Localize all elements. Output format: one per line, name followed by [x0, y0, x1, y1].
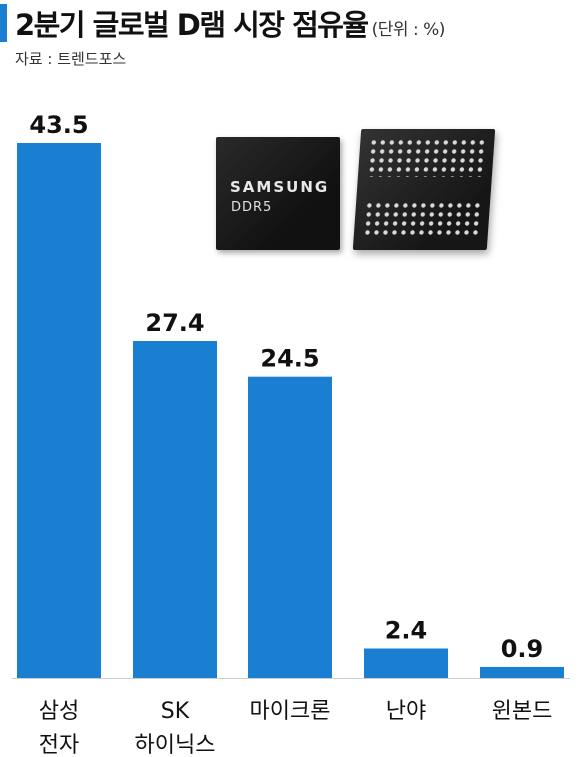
bar: [133, 341, 217, 678]
category-label: 전자: [39, 733, 79, 757]
category-label: SK: [161, 699, 190, 724]
chart-title: 2분기 글로벌 D램 시장 점유율: [15, 8, 369, 42]
title-accent-bar: [0, 4, 7, 42]
bar: [17, 143, 101, 678]
bar: [480, 666, 564, 678]
chip-model-label: DDR5: [231, 200, 273, 215]
dram-chip-underside-photo: [352, 129, 496, 250]
value-label: 43.5: [29, 111, 88, 139]
value-label: 2.4: [385, 616, 428, 644]
bar: [248, 376, 332, 678]
samsung-dram-chip-photo: SAMSUNG DDR5: [216, 137, 340, 250]
chip-solder-balls: [363, 139, 485, 239]
category-label: 난야: [386, 699, 426, 724]
category-label: 삼성: [39, 699, 79, 724]
value-label: 24.5: [260, 345, 319, 373]
unit-label: (단위 : %): [371, 20, 446, 40]
value-label: 27.4: [145, 309, 204, 337]
value-label: 0.9: [501, 635, 544, 663]
source-label: 자료 : 트렌드포스: [15, 50, 127, 68]
category-label: 하이닉스: [135, 733, 216, 757]
chip-brand-label: SAMSUNG: [230, 178, 330, 196]
header: 2분기 글로벌 D램 시장 점유율 (단위 : %): [15, 2, 445, 44]
bar: [364, 648, 448, 678]
category-label: 마이크론: [250, 699, 331, 724]
category-label: 윈본드: [492, 699, 553, 724]
